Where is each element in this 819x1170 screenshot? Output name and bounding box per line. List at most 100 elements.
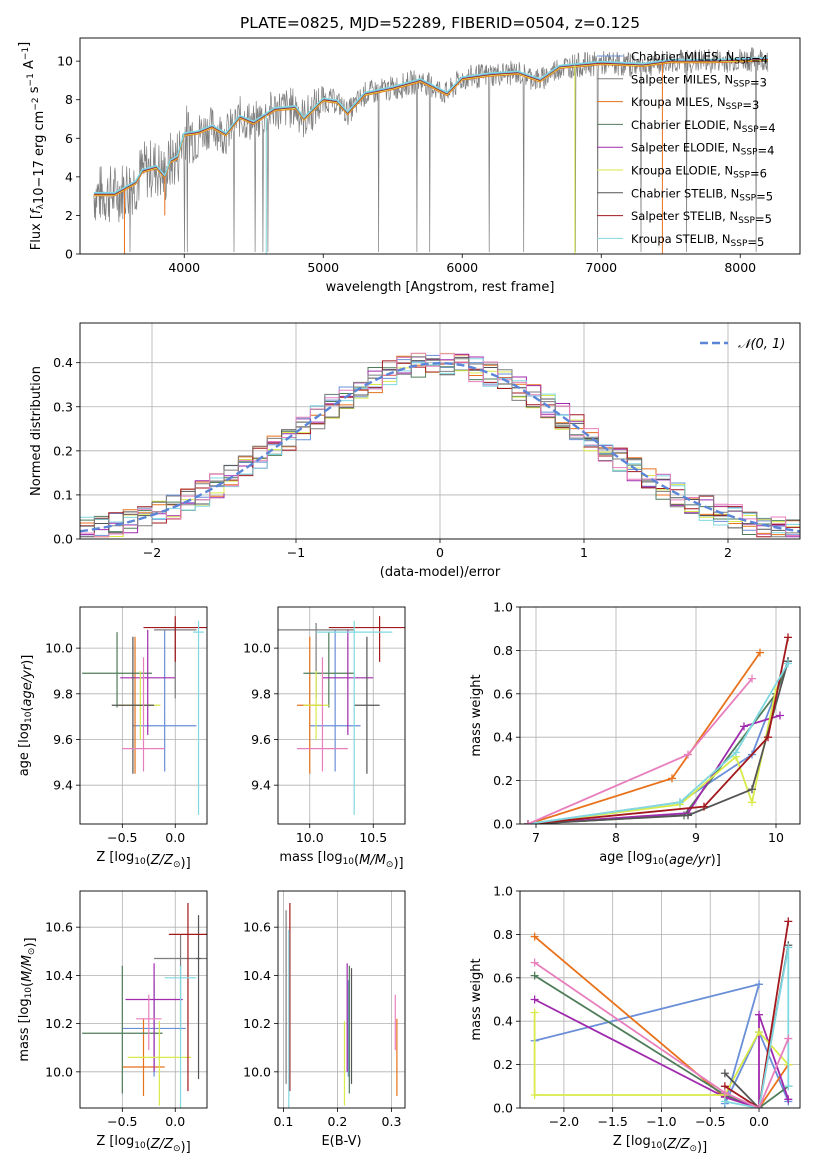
series-marker [755,1104,764,1108]
y-tick-label: 10.6 [243,920,271,935]
legend-label: Chabrier STELIB, NSSP=5 [631,186,773,203]
label-part: SSP [733,171,750,181]
series-marker [756,648,764,657]
label-part: SSP [726,102,743,112]
y-tick-label: 9.4 [53,778,73,793]
series-marker [530,1090,539,1099]
y-tick-label: 0.2 [493,773,513,788]
axes-frame [277,606,406,825]
series-marker [720,1069,729,1078]
series-line [534,974,789,1108]
series-line [527,662,789,824]
label-part: 10 [652,857,664,867]
label-part: 10 [24,711,34,723]
plot-area [80,891,207,1108]
label-part: M/M [20,955,35,982]
label-part: age [log [599,850,652,865]
series-marker [784,633,792,642]
label-part: SSP [734,57,751,67]
label-part: ( [662,1137,667,1152]
y-tick-label: 1.0 [493,600,513,615]
panel-residuals: −2 −1 0 1 2 0.0 0.1 0.2 0.3 0.4 (data-model)/error… [29,322,801,580]
label-part: Chabrier STELIB, N [631,186,739,200]
label-part: −2 [31,97,41,110]
y-tick-label: 2 [65,208,73,223]
x-tick-label: 0.0 [749,1114,769,1129]
axes-frame [79,322,801,540]
label-part: 10 [134,857,146,867]
label-part: =5 [756,189,773,203]
label-part: erg cm [32,111,47,160]
label-part: )] [181,1140,191,1155]
y-tick-label: 1.0 [493,884,513,899]
spectrum-model-line [93,57,769,194]
y-tick-label: 0.8 [493,927,513,942]
label-part: =4 [759,121,776,135]
y-tick-label: 9.6 [251,732,271,747]
y-axis-label: Flux [fλ10−17 erg cm−2 s−1 A−1] [17,42,47,250]
label-part: =3 [750,75,767,89]
y-tick-label: 10 [57,54,73,69]
y-tick-label: 10.6 [45,920,73,935]
label-part: )] [20,655,35,665]
plot-area [80,607,207,824]
series-marker [748,785,756,794]
label-part: Z [log [96,850,134,865]
legend-label: Kroupa MILES, NSSP=3 [631,95,759,112]
x-axis-label: Z [log10(Z/Z⊙)] [613,1134,707,1155]
label-part: 10 [343,857,355,867]
y-tick-label: 10.2 [243,1016,271,1031]
label-part: −1 [21,47,31,60]
label-part: ( [146,853,151,868]
label-part: ( [20,707,35,712]
y-tick-label: 0.4 [493,730,513,745]
series-marker [732,748,740,757]
y-axis-label: mass [log10(M/M⊙)] [17,937,38,1061]
series-line [724,947,790,1108]
series-marker [755,980,764,989]
x-axis-label: age [log10(age/yr)] [599,850,721,868]
y-tick-label: 10.0 [243,641,271,656]
label-part: )] [711,853,721,868]
y-tick-label: 10.4 [45,968,73,983]
y-tick-label: 10.0 [45,1064,73,1079]
label-part: 10 [134,1141,146,1151]
axes-frame [519,606,801,825]
label-part: SSP [742,125,759,135]
x-axis-label: (data-model)/error [380,565,501,580]
label-part: SSP [731,239,748,249]
x-tick-label: 10.5 [359,830,387,845]
x-tick-label: −2 [143,545,161,560]
y-tick-label: 0.6 [493,970,513,985]
label-part: Z/Z [150,1137,174,1152]
x-tick-label: 0.0 [165,830,185,845]
series-marker [530,958,539,967]
label-part: f [29,207,44,214]
series-marker [530,1008,539,1017]
x-tick-label: 6000 [446,260,478,275]
y-tick-label: 10.2 [45,1016,73,1031]
y-tick-label: 0 [65,247,73,262]
x-tick-label: −0.5 [695,1114,725,1129]
legend-label: Kroupa ELODIE, NSSP=6 [631,164,767,181]
label-part: λ [36,203,46,209]
y-axis-label: age [log10(age/yr)] [17,655,35,777]
label-part: =5 [747,235,764,249]
series-marker [524,820,532,824]
series-line [534,961,790,1108]
x-tick-label: 0.2 [328,1114,348,1129]
label-part: Z [log [96,1134,134,1149]
label-part: ( [664,853,669,868]
series-marker [720,1097,729,1106]
series-line [724,921,790,1108]
label-part: Chabrier ELODIE, N [631,118,742,132]
x-axis-label: wavelength [Angstrom, rest frame] [326,280,555,295]
series-marker [530,995,539,1004]
histogram-step [80,356,800,538]
legend-label: Salpeter MILES, NSSP=3 [631,72,767,89]
x-tick-label: −0.5 [107,830,137,845]
figure-title: PLATE=0825, MJD=52289, FIBERID=0504, z=0… [240,14,640,32]
series-marker [755,1028,764,1037]
x-tick-label: 1 [580,545,588,560]
series-marker [784,1082,793,1091]
